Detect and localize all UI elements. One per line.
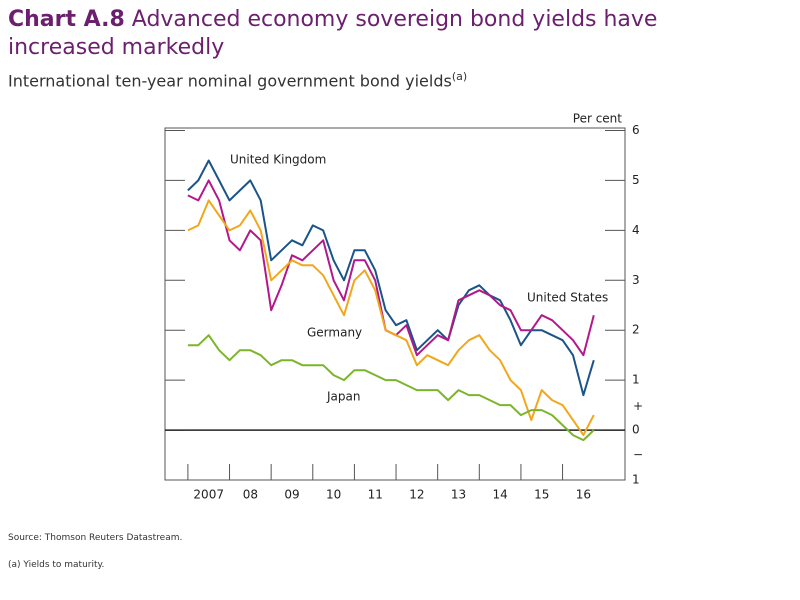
- y-tick-label: 2: [632, 323, 640, 337]
- minus-sign: −: [633, 448, 643, 462]
- source: Source: Thomson Reuters Datastream.: [8, 533, 183, 543]
- chart-title: Chart A.8 Advanced economy sovereign bon…: [8, 6, 768, 62]
- y-tick-label: 3: [632, 273, 640, 287]
- series-line: [187, 179, 595, 357]
- subtitle-text: International ten-year nominal governmen…: [8, 71, 452, 91]
- series-label: United Kingdom: [230, 153, 326, 167]
- x-tick-label: 14: [492, 488, 507, 502]
- title-text: Advanced economy sovereign bond yields h…: [8, 7, 658, 60]
- y-tick-label: 1: [632, 373, 640, 387]
- series-label: United States: [527, 291, 608, 305]
- x-tick-label: 08: [243, 488, 258, 502]
- series-line: [187, 199, 595, 437]
- series-line: [187, 334, 595, 442]
- x-tick-label: 09: [284, 488, 299, 502]
- y-tick-label: 6: [632, 123, 640, 137]
- x-tick-label: 15: [534, 488, 549, 502]
- x-tick-label: 16: [576, 488, 591, 502]
- y-tick-label: 0: [632, 423, 640, 437]
- title-label: Chart A.8: [8, 7, 125, 32]
- series-label: Japan: [326, 390, 360, 404]
- plus-sign: +: [633, 399, 643, 413]
- y-axis-label: Per cent: [573, 112, 623, 126]
- series-line: [187, 159, 595, 397]
- x-tick-label: 11: [368, 488, 383, 502]
- subtitle-note: (a): [451, 70, 468, 83]
- series-label: Germany: [307, 326, 362, 340]
- x-tick-label: 10: [326, 488, 341, 502]
- chart-subtitle: International ten-year nominal governmen…: [8, 70, 467, 90]
- y-tick-label: 5: [632, 173, 640, 187]
- footnote: (a) Yields to maturity.: [8, 560, 105, 570]
- x-tick-label: 2007: [193, 488, 224, 502]
- y-tick-label: 4: [632, 223, 640, 237]
- x-tick-label: 12: [409, 488, 424, 502]
- y-tick-label: 1: [632, 473, 640, 487]
- plot-frame: [164, 127, 626, 481]
- x-tick-label: 13: [451, 488, 466, 502]
